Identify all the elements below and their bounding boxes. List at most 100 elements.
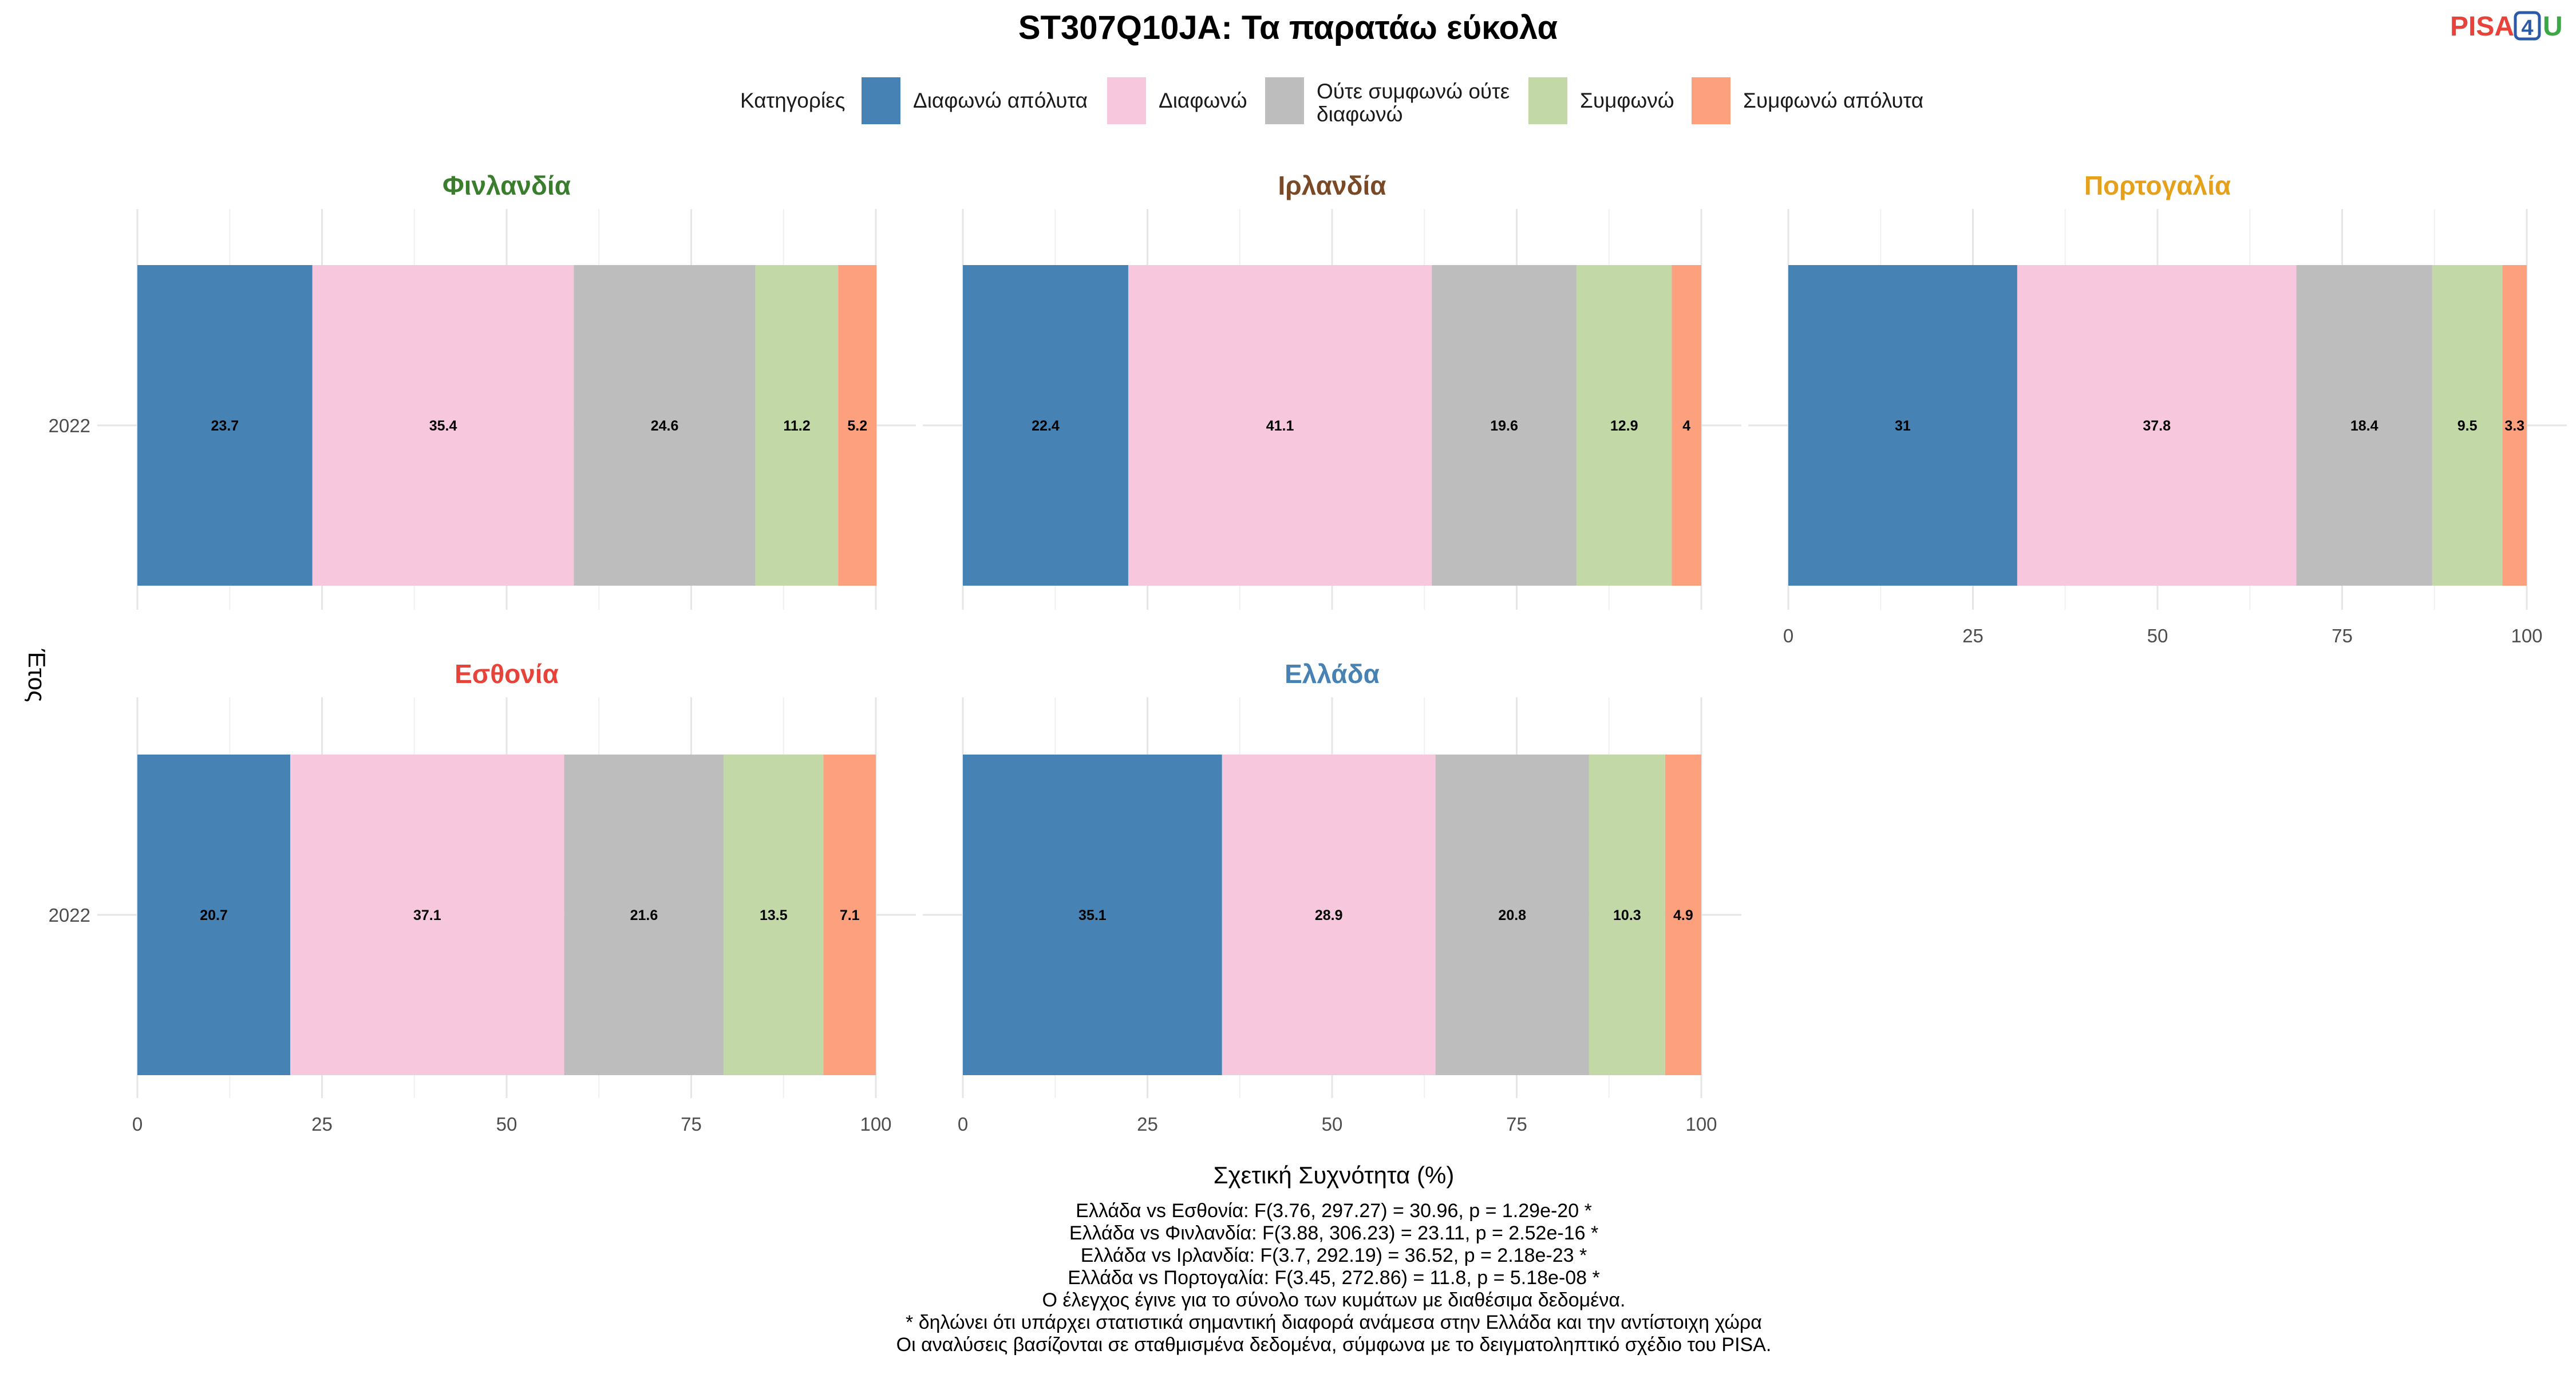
bar-segment <box>1788 265 2017 586</box>
footnote-line: Ελλάδα vs Φινλανδία: F(3.88, 306.23) = 2… <box>1069 1222 1598 1244</box>
data-label: 10.3 <box>1613 907 1641 923</box>
data-label: 7.1 <box>840 907 860 923</box>
x-tick-label: 75 <box>1506 1114 1527 1135</box>
bar-segment <box>963 265 1128 586</box>
data-label: 4 <box>1682 418 1690 434</box>
data-label: 18.4 <box>2350 418 2379 434</box>
legend-label: Συμφωνώ απόλυτα <box>1743 89 1923 112</box>
panel-title: Πορτογαλία <box>2084 171 2231 200</box>
bar-segment <box>2432 265 2503 586</box>
bar-segment <box>564 755 724 1075</box>
brand-four-box <box>2514 11 2541 41</box>
facet-panels: Φινλανδία 23.7 35.4 24.6 11.2 5.2 2022 Ιρλανδία… <box>49 171 2567 1135</box>
footnote-line: Ελλάδα vs Ιρλανδία: F(3.7, 292.19) = 36.… <box>1081 1245 1587 1266</box>
data-label: 41.1 <box>1266 418 1294 434</box>
footnote-line: Οι αναλύσεις βασίζονται σε σταθμισμένα δ… <box>896 1334 1772 1356</box>
data-label: 9.5 <box>2458 418 2478 434</box>
footnotes: Ελλάδα vs Εσθονία: F(3.76, 297.27) = 30.… <box>896 1200 1772 1356</box>
footnote-line: Ελλάδα vs Εσθονία: F(3.76, 297.27) = 30.… <box>1076 1200 1592 1222</box>
data-label: 37.8 <box>2143 418 2171 434</box>
data-label: 12.9 <box>1610 418 1638 434</box>
legend-title: Κατηγορίες <box>740 89 845 112</box>
bar-segment <box>2296 265 2432 586</box>
legend-swatch <box>862 77 900 124</box>
x-tick-label: 0 <box>132 1114 143 1135</box>
data-label: 20.8 <box>1498 907 1526 923</box>
x-tick-label: 25 <box>1137 1114 1158 1135</box>
footnote-line: Ο έλεγχος έγινε για το σύνολο των κυμάτω… <box>1042 1289 1626 1311</box>
bar-segment <box>290 755 564 1075</box>
panel-title: Φινλανδία <box>442 171 571 200</box>
legend-swatch <box>1265 77 1304 124</box>
x-tick-label: 25 <box>1962 625 1984 646</box>
brand-u: U <box>2543 11 2563 42</box>
y-tick-label: 2022 <box>49 905 90 926</box>
bar-segment <box>2502 265 2527 586</box>
brand-four: 4 <box>2521 16 2533 40</box>
x-tick-label: 0 <box>958 1114 968 1135</box>
data-label: 35.4 <box>429 418 457 434</box>
x-tick-label: 25 <box>311 1114 333 1135</box>
chart-title: ST307Q10JA: Τα παρατάω εύκολα <box>1018 9 1558 46</box>
bar-segment <box>574 265 756 586</box>
panel-title: Ιρλανδία <box>1278 171 1386 200</box>
legend-swatch <box>1528 77 1567 124</box>
data-label: 11.2 <box>783 418 810 434</box>
y-axis-title: Έτος <box>23 649 50 702</box>
data-label: 4.9 <box>1673 907 1693 923</box>
data-label: 37.1 <box>413 907 441 923</box>
x-tick-label: 0 <box>1783 625 1793 646</box>
footnote-line: Ελλάδα vs Πορτογαλία: F(3.45, 272.86) = … <box>1068 1267 1600 1289</box>
footnote-line: * δηλώνει ότι υπάρχει στατιστικά σημαντι… <box>906 1312 1762 1333</box>
data-label: 19.6 <box>1490 418 1518 434</box>
legend-label: Διαφωνώ απόλυτα <box>913 89 1088 112</box>
bar-segment <box>1665 755 1701 1075</box>
legend-swatch <box>1692 77 1730 124</box>
bar-segment <box>724 755 824 1075</box>
x-tick-label: 75 <box>2332 625 2353 646</box>
bar-segment <box>312 265 574 586</box>
bar-segment <box>1128 265 1432 586</box>
bar-segment <box>1576 265 1672 586</box>
data-label: 13.5 <box>760 907 788 923</box>
data-label: 3.3 <box>2504 418 2524 434</box>
panel: Εσθονία 20.7 37.1 21.6 13.5 7.1 2022 0 25 50 75 100 <box>49 659 916 1135</box>
panel: Ιρλανδία 22.4 41.1 19.6 12.9 4 <box>923 171 1741 610</box>
bar-segment <box>963 755 1222 1075</box>
legend: Κατηγορίες Διαφωνώ απόλυτα Διαφωνώ Ούτε συμ… <box>740 77 1923 126</box>
legend-label: Συμφωνώ <box>1580 89 1674 112</box>
data-label: 5.2 <box>847 418 867 434</box>
x-tick-label: 100 <box>2511 625 2542 646</box>
bar-segment <box>1222 755 1436 1075</box>
legend-label: Διαφωνώ <box>1159 89 1247 112</box>
bar-segment <box>1672 265 1701 586</box>
bar-segment <box>1432 265 1577 586</box>
data-label: 35.1 <box>1078 907 1107 923</box>
bar-segment <box>1589 755 1665 1075</box>
x-tick-label: 50 <box>496 1114 517 1135</box>
bar-segment <box>823 755 876 1075</box>
data-label: 20.7 <box>200 907 228 923</box>
legend-swatch <box>1107 77 1146 124</box>
bar-segment <box>137 265 313 586</box>
data-label: 28.9 <box>1315 907 1343 923</box>
data-label: 24.6 <box>651 418 679 434</box>
x-tick-label: 75 <box>681 1114 702 1135</box>
legend-label: Ούτε συμφωνώ ούτε διαφωνώ <box>1317 80 1510 126</box>
data-label: 22.4 <box>1032 418 1060 434</box>
x-tick-label: 100 <box>1685 1114 1717 1135</box>
panel: Ελλάδα 35.1 28.9 20.8 10.3 4.9 0 25 50 75 100 <box>923 659 1741 1135</box>
bar-segment <box>2017 265 2297 586</box>
panel: Πορτογαλία 31 37.8 18.4 9.5 3.3 0 25 50 75 100 <box>1748 171 2567 646</box>
x-tick-label: 50 <box>1322 1114 1343 1135</box>
panel: Φινλανδία 23.7 35.4 24.6 11.2 5.2 2022 <box>49 171 916 610</box>
brand-pisa: PISA <box>2450 11 2514 42</box>
brand-logo: PISA 4 U <box>2450 11 2563 42</box>
data-label: 21.6 <box>630 907 658 923</box>
bar-segment <box>137 755 291 1075</box>
y-tick-label: 2022 <box>49 415 90 436</box>
panel-title: Εσθονία <box>455 659 559 689</box>
x-tick-label: 100 <box>860 1114 891 1135</box>
panel-title: Ελλάδα <box>1285 659 1380 689</box>
